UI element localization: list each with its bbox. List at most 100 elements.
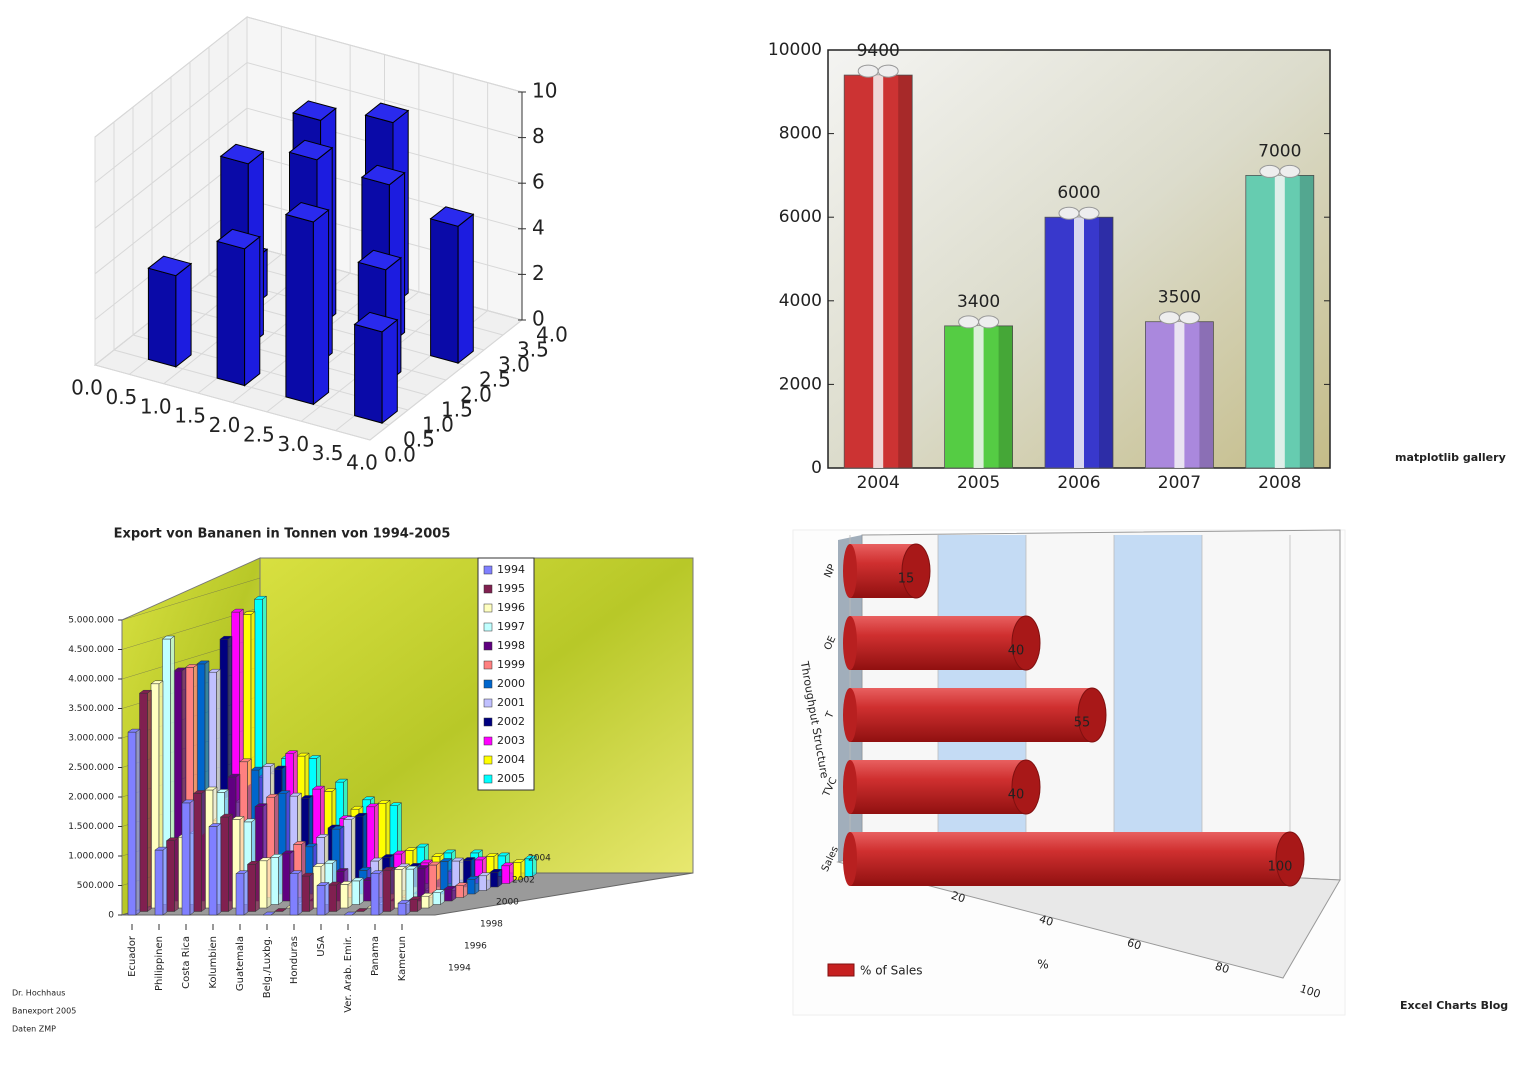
bar-top — [231, 816, 245, 820]
bar — [353, 311, 399, 425]
bar-top — [277, 790, 291, 794]
legend-swatch — [483, 641, 493, 651]
bar — [427, 861, 442, 898]
bar-side — [135, 728, 141, 916]
bar-top — [404, 847, 418, 851]
y-tick-label: 4.000.000 — [68, 675, 114, 685]
y-tick-label: T — [824, 709, 837, 721]
cylinder-start — [843, 760, 857, 814]
bow — [1259, 164, 1281, 178]
bar — [289, 870, 303, 916]
bar-top — [315, 834, 330, 838]
bar-top — [300, 872, 315, 877]
bar-top — [208, 823, 222, 827]
x-tick-label: 3.5 — [312, 441, 344, 465]
bar-top — [354, 908, 369, 912]
z-tick-label: 2 — [532, 261, 545, 285]
y-tick-label: 5.000.000 — [68, 616, 114, 626]
legend-label: 2002 — [497, 715, 525, 728]
value-label: 40 — [1008, 788, 1025, 803]
bar-top — [370, 870, 384, 874]
y-tick-label: 500.000 — [77, 881, 114, 891]
bar — [343, 911, 357, 916]
bar — [147, 255, 193, 368]
bar-front — [208, 826, 218, 916]
depth-label: 2004 — [528, 854, 551, 864]
bar-front — [193, 793, 202, 912]
bar-front — [270, 857, 279, 905]
bar-top — [485, 853, 499, 857]
bar — [416, 865, 430, 902]
bar — [192, 790, 207, 912]
y-tick-label: 1.0 — [422, 413, 454, 437]
bar — [431, 889, 446, 905]
y-tick-label: NP — [823, 563, 839, 580]
bar-side — [378, 870, 384, 916]
bar-top — [242, 611, 256, 615]
bar — [339, 880, 353, 909]
grid-line — [246, 62, 523, 139]
ribbon — [1074, 217, 1084, 468]
bar-top — [184, 664, 199, 668]
bar-top — [161, 635, 176, 640]
bar — [284, 201, 330, 406]
value-label: 15 — [898, 572, 915, 587]
x-tick-label: Philippinen — [154, 936, 165, 991]
bar — [397, 899, 411, 916]
bar-top — [138, 689, 153, 694]
box-side — [1099, 217, 1113, 468]
y-tick-label: 10000 — [768, 40, 822, 60]
legend-label: 1997 — [497, 620, 525, 633]
bow — [958, 315, 980, 329]
bar-side — [324, 882, 330, 916]
x-tick-label: 2006 — [1057, 473, 1100, 493]
bar-side — [189, 799, 195, 916]
chart-banana-export: 0 500.000 1.000.000 1.500.000 2.000.000 2.500… — [12, 527, 694, 1034]
bar-top — [173, 667, 187, 672]
y-tick-label: 2.000.000 — [68, 793, 114, 803]
depth-label: 2000 — [496, 898, 519, 908]
bar-side — [147, 689, 152, 912]
bar-front — [154, 849, 164, 916]
bow — [1078, 206, 1100, 220]
note: Dr. Hochhaus — [12, 989, 65, 998]
x-tick-label: Honduras — [289, 936, 300, 984]
bar-top — [165, 837, 180, 841]
box-side — [898, 75, 913, 468]
legend-label: 1999 — [497, 658, 525, 671]
legend-swatch — [483, 717, 493, 727]
bow — [1178, 311, 1200, 325]
legend-label: % of Sales — [860, 964, 923, 978]
legend-swatch — [483, 660, 493, 670]
bar-side — [457, 213, 474, 365]
grid-line — [94, 107, 248, 229]
bar — [450, 857, 465, 891]
bar-top — [466, 876, 480, 880]
bar — [843, 615, 1041, 671]
bar-front — [430, 218, 459, 364]
legend-swatch — [483, 603, 493, 613]
bar-top — [154, 846, 168, 851]
bar-front — [409, 899, 418, 912]
grid-line — [94, 16, 248, 138]
chart-3d-bars: 0.0 0.5 1.0 1.5 2.0 2.5 3.0 3.5 4.0 0.00.51.01.52… — [71, 15, 568, 475]
bar-front — [466, 879, 476, 895]
bar — [235, 870, 249, 916]
bar-top — [292, 841, 307, 845]
bar — [454, 882, 469, 898]
bow — [978, 315, 1000, 329]
y-tick-label: 3.500.000 — [68, 704, 114, 714]
bar-front — [139, 692, 148, 912]
bar — [443, 885, 457, 902]
y-tick-label: 0.0 — [384, 443, 416, 467]
bar-top — [419, 859, 434, 864]
y-tick-label: 0.5 — [403, 428, 435, 452]
bar — [381, 866, 396, 912]
bar-top — [311, 785, 326, 790]
legend-label: 2001 — [497, 696, 525, 709]
x-tick-label: 1.5 — [174, 404, 206, 428]
cylinder-body — [850, 688, 1092, 742]
bar-top — [219, 143, 265, 165]
ribbon — [1274, 175, 1285, 468]
bow — [857, 64, 879, 78]
